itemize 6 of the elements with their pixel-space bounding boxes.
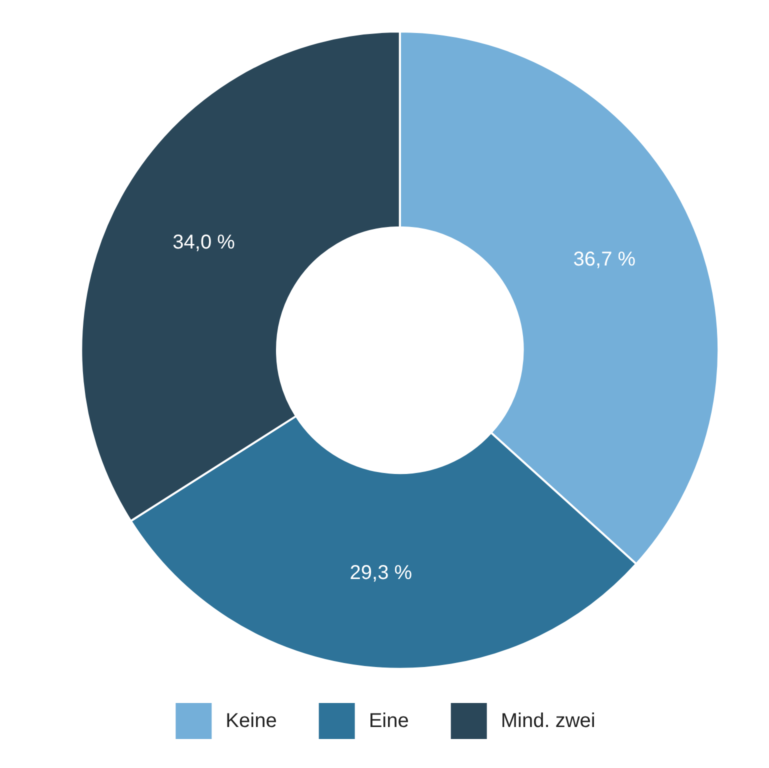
data-label: 29,3 % bbox=[350, 562, 412, 584]
data-label: 36,7 % bbox=[573, 248, 636, 270]
data-label: 34,0 % bbox=[172, 231, 236, 254]
legend-label: Mind. zwei bbox=[500, 710, 596, 732]
legend-label: Keine bbox=[226, 710, 277, 732]
legend-label: Eine bbox=[368, 710, 409, 732]
